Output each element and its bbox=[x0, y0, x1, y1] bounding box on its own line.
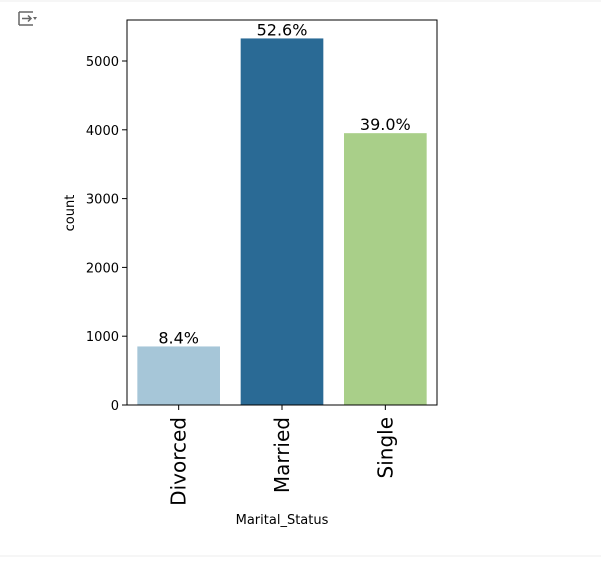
bar-label: 52.6% bbox=[257, 20, 308, 39]
chart: 0 1000 2000 3000 4000 5000 8.4% Divorced 52.6% Ma… bbox=[86, 19, 438, 506]
x-tick-label: Divorced bbox=[167, 417, 191, 506]
bar bbox=[344, 133, 427, 405]
output-icon[interactable] bbox=[18, 11, 37, 26]
bar-label: 39.0% bbox=[360, 115, 411, 134]
y-tick-label: 0 bbox=[111, 399, 119, 414]
y-tick-label: 1000 bbox=[86, 330, 119, 345]
y-tick-label: 2000 bbox=[86, 261, 119, 276]
y-axis-label: count bbox=[63, 195, 78, 232]
x-tick-label: Single bbox=[373, 417, 397, 478]
y-tick-label: 5000 bbox=[86, 55, 119, 70]
bar-label: 8.4% bbox=[158, 328, 199, 347]
plot-frame bbox=[126, 19, 438, 406]
x-tick-label: Married bbox=[270, 417, 294, 493]
y-tick-label: 3000 bbox=[86, 193, 119, 208]
bar bbox=[240, 38, 324, 405]
bar bbox=[137, 346, 220, 405]
x-axis-label: Marital_Status bbox=[236, 513, 329, 528]
y-tick-label: 4000 bbox=[86, 124, 119, 139]
